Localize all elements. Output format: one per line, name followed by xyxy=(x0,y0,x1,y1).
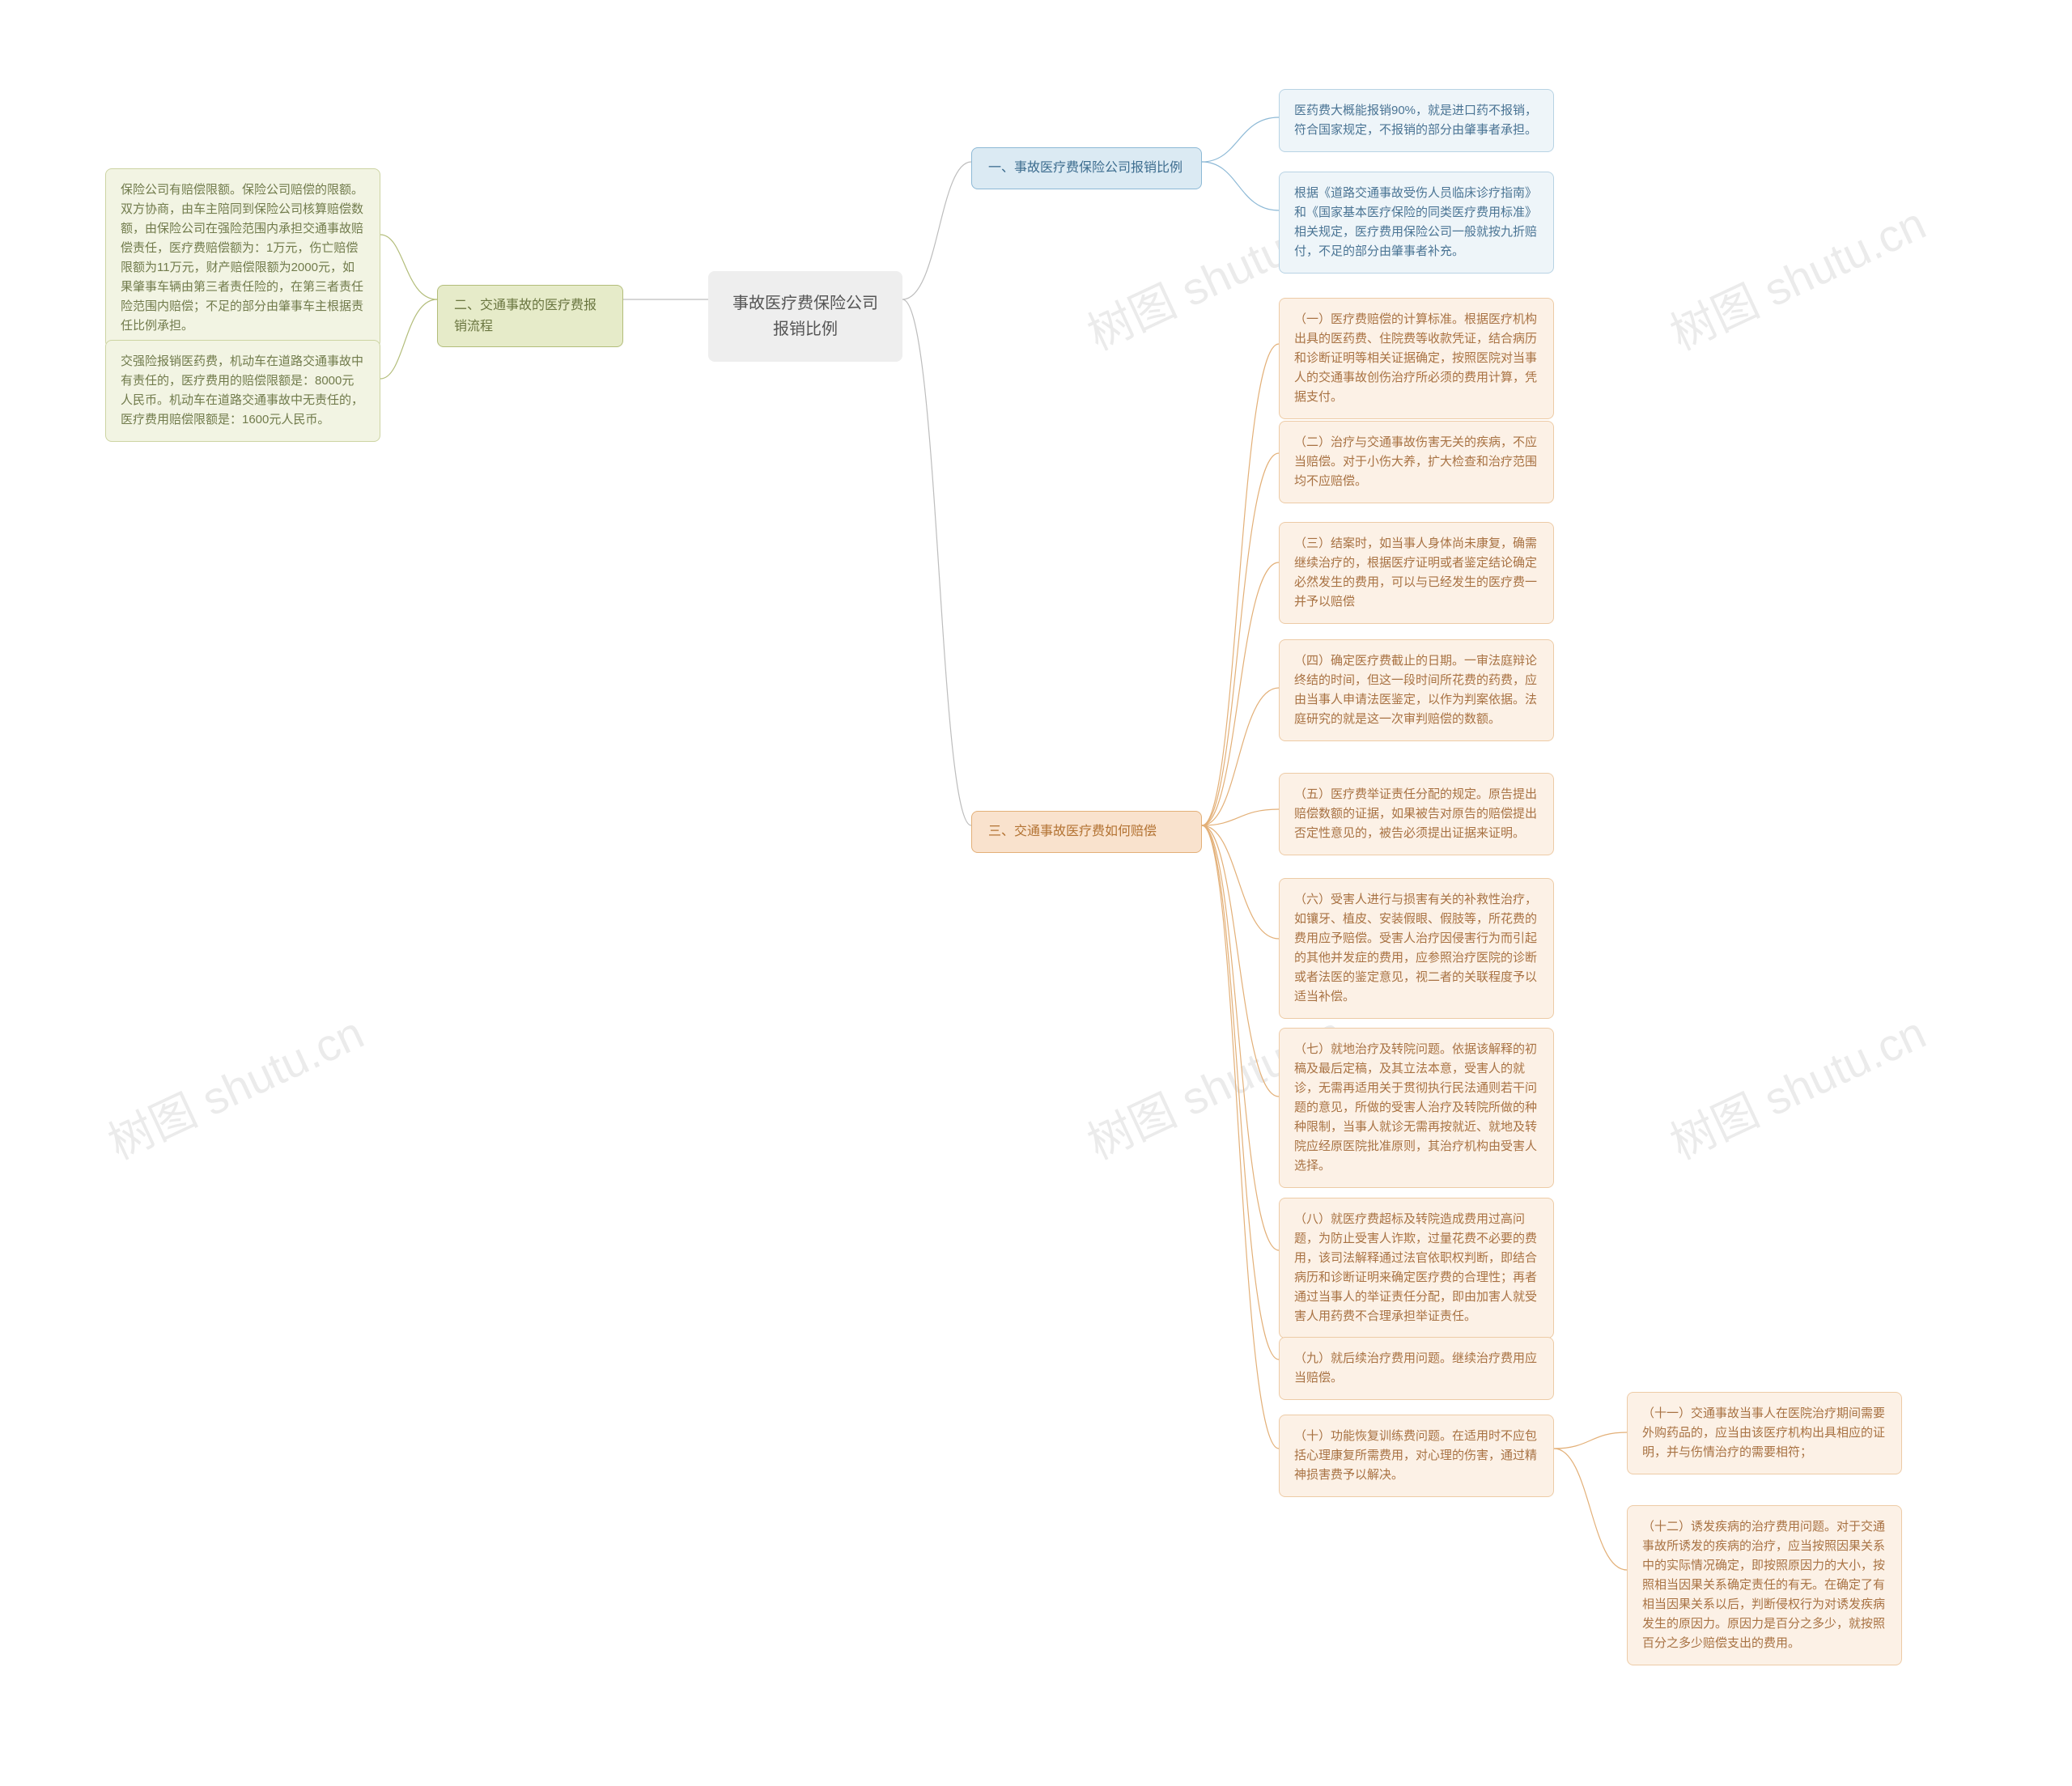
root-node: 事故医疗费保险公司报销比例 xyxy=(708,271,902,362)
branch-3: 三、交通事故医疗费如何赔偿 xyxy=(971,811,1202,853)
leaf-3g: （七）就地治疗及转院问题。依据该解释的初稿及最后定稿，及其立法本意，受害人的就诊… xyxy=(1279,1028,1554,1188)
leaf-3j2: （十二）诱发疾病的治疗费用问题。对于交通事故所诱发的疾病的治疗，应当按照因果关系… xyxy=(1627,1505,1902,1665)
leaf-1b: 根据《道路交通事故受伤人员临床诊疗指南》和《国家基本医疗保险的同类医疗费用标准》… xyxy=(1279,172,1554,274)
branch-2: 二、交通事故的医疗费报销流程 xyxy=(437,285,623,347)
leaf-2b: 交强险报销医药费，机动车在道路交通事故中有责任的，医疗费用的赔偿限额是：8000… xyxy=(105,340,380,442)
leaf-3a: （一）医疗费赔偿的计算标准。根据医疗机构出具的医药费、住院费等收款凭证，结合病历… xyxy=(1279,298,1554,419)
leaf-1a: 医药费大概能报销90%，就是进口药不报销，符合国家规定，不报销的部分由肇事者承担… xyxy=(1279,89,1554,152)
leaf-3b: （二）治疗与交通事故伤害无关的疾病，不应当赔偿。对于小伤大养，扩大检查和治疗范围… xyxy=(1279,421,1554,503)
leaf-3j: （十）功能恢复训练费问题。在适用时不应包括心理康复所需费用，对心理的伤害，通过精… xyxy=(1279,1415,1554,1497)
watermark: 树图 shutu.cn xyxy=(1658,997,1935,1173)
watermark: 树图 shutu.cn xyxy=(96,997,373,1173)
leaf-3i: （九）就后续治疗费用问题。继续治疗费用应当赔偿。 xyxy=(1279,1337,1554,1400)
leaf-3c: （三）结案时，如当事人身体尚未康复，确需继续治疗的，根据医疗证明或者鉴定结论确定… xyxy=(1279,522,1554,624)
leaf-2a: 保险公司有赔偿限额。保险公司赔偿的限额。双方协商，由车主陪同到保险公司核算赔偿数… xyxy=(105,168,380,348)
leaf-3d: （四）确定医疗费截止的日期。一审法庭辩论终结的时间，但这一段时间所花费的药费，应… xyxy=(1279,639,1554,741)
leaf-3f: （六）受害人进行与损害有关的补救性治疗，如镶牙、植皮、安装假眼、假肢等，所花费的… xyxy=(1279,878,1554,1019)
branch-1: 一、事故医疗费保险公司报销比例 xyxy=(971,147,1202,189)
leaf-3e: （五）医疗费举证责任分配的规定。原告提出赔偿数额的证据，如果被告对原告的赔偿提出… xyxy=(1279,773,1554,855)
leaf-3h: （八）就医疗费超标及转院造成费用过高问题，为防止受害人诈欺，过量花费不必要的费用… xyxy=(1279,1198,1554,1338)
leaf-3j1: （十一）交通事故当事人在医院治疗期间需要外购药品的，应当由该医疗机构出具相应的证… xyxy=(1627,1392,1902,1474)
watermark: 树图 shutu.cn xyxy=(1658,188,1935,363)
